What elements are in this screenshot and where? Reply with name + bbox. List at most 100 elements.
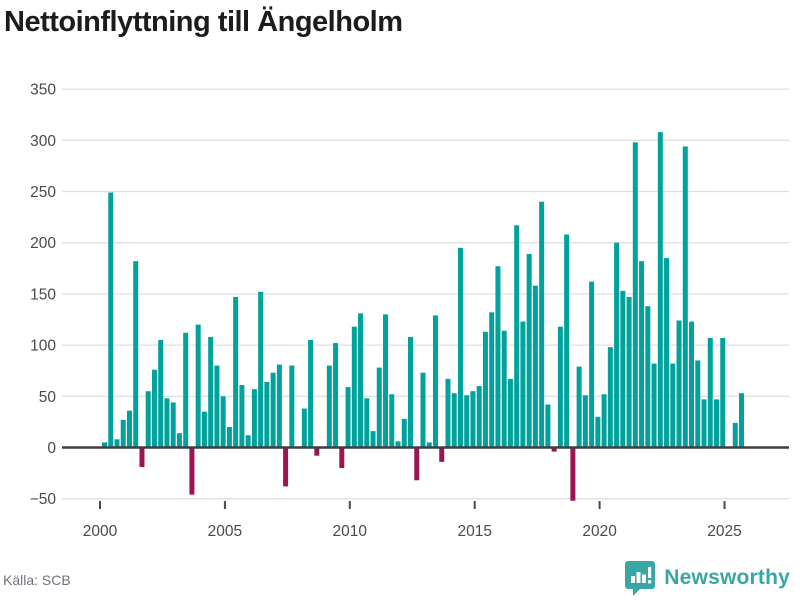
bar	[158, 339, 164, 448]
bar	[351, 326, 357, 448]
bar	[126, 410, 132, 448]
bar	[589, 281, 595, 448]
bar	[420, 372, 426, 448]
bar	[539, 201, 545, 448]
y-axis-tick-label: 300	[30, 133, 56, 150]
bar	[689, 321, 695, 448]
x-axis-tick-label: 2005	[208, 523, 242, 540]
bar	[339, 447, 345, 468]
bar	[445, 378, 451, 448]
newsworthy-logo[interactable]: Newsworthy	[624, 560, 790, 596]
bar	[120, 419, 126, 448]
bar	[526, 253, 532, 448]
bar	[557, 326, 563, 448]
bar	[514, 225, 520, 448]
bar	[607, 347, 613, 448]
bar	[276, 364, 282, 448]
bar	[314, 447, 320, 456]
x-axis-tick-label: 2010	[333, 523, 368, 540]
bar	[576, 366, 582, 448]
bar	[370, 431, 376, 448]
bar	[551, 447, 557, 452]
bar	[283, 447, 289, 487]
bar	[239, 385, 245, 448]
bar	[701, 399, 707, 448]
bar	[507, 378, 513, 448]
bar	[358, 313, 364, 448]
bar	[632, 142, 638, 448]
bar	[333, 343, 339, 448]
bar	[308, 339, 314, 448]
newsworthy-icon	[625, 561, 656, 596]
bar	[345, 387, 351, 448]
bar	[545, 404, 551, 448]
bar	[383, 314, 389, 448]
bar	[520, 321, 526, 448]
bar	[482, 331, 488, 448]
bar	[501, 330, 507, 448]
bar	[439, 447, 445, 462]
bar	[364, 398, 370, 448]
bar	[233, 296, 239, 448]
bar	[670, 363, 676, 448]
bar	[432, 315, 438, 448]
bar-chart: −50 0 50 100 150 200 250 300 350 2000 2005 2010 2015…	[30, 82, 789, 540]
bar	[139, 447, 145, 467]
bar	[102, 442, 107, 448]
bar	[389, 394, 395, 448]
bar	[133, 261, 139, 448]
bar	[108, 192, 114, 448]
bar	[145, 391, 151, 448]
bar	[664, 258, 670, 448]
bar	[201, 411, 207, 448]
bar	[620, 290, 626, 448]
bar	[395, 441, 401, 448]
bar	[676, 320, 682, 448]
source-note: Källa: SCB	[3, 572, 71, 588]
bar	[682, 146, 688, 448]
bar	[582, 395, 588, 448]
bar	[208, 336, 214, 448]
bar	[183, 332, 189, 448]
y-axis-tick-label: −50	[30, 491, 57, 508]
bar	[657, 132, 663, 448]
y-axis-tick-label: 150	[30, 286, 56, 303]
bar	[614, 242, 620, 448]
x-axis-tick-label: 2000	[83, 523, 118, 540]
y-axis-tick-label: 50	[39, 389, 57, 406]
bar	[601, 394, 607, 448]
y-axis-tick-label: 250	[30, 184, 56, 201]
newsworthy-wordmark: Newsworthy	[664, 566, 790, 589]
bar	[164, 398, 170, 448]
bar	[426, 442, 432, 448]
bar	[595, 416, 601, 448]
bar	[639, 261, 645, 448]
bar	[195, 324, 201, 448]
bar	[245, 435, 251, 448]
bar	[326, 365, 332, 448]
bar	[401, 418, 407, 448]
bar	[651, 363, 657, 448]
bar	[251, 389, 257, 448]
bar	[532, 285, 538, 448]
chart-title: Nettoinflyttning till Ängelholm	[4, 6, 403, 38]
bar	[414, 447, 420, 481]
bar	[301, 408, 307, 448]
x-axis-tick-label: 2020	[582, 523, 617, 540]
bar	[720, 337, 726, 448]
bar	[564, 234, 570, 448]
y-axis-tick-label: 100	[30, 338, 56, 355]
y-axis-tick-label: 350	[30, 82, 56, 99]
bar	[707, 337, 713, 448]
bar	[170, 402, 176, 448]
bar	[151, 369, 157, 448]
bar	[214, 365, 220, 448]
bar	[645, 306, 651, 448]
bar	[464, 395, 470, 448]
bar	[270, 372, 276, 448]
bar	[258, 291, 264, 448]
bar	[451, 393, 457, 448]
bar	[226, 427, 232, 448]
bar	[176, 433, 182, 448]
bar	[476, 386, 482, 448]
